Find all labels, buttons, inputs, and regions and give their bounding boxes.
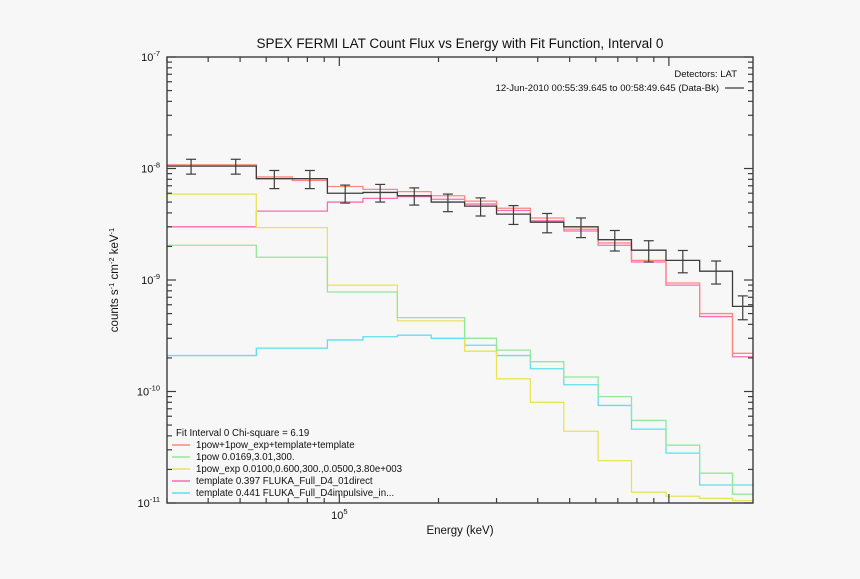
y-axis-label: counts s-1 cm-2 keV-1 — [107, 228, 121, 332]
interval-label: 12-Jun-2010 00:55:39.645 to 00:58:49.645… — [496, 83, 719, 94]
error-bar — [508, 204, 519, 226]
error-bar — [186, 158, 197, 175]
page-title: SPEX FERMI LAT Count Flux vs Energy with… — [257, 36, 664, 51]
series-line — [167, 165, 753, 308]
legend-item-label: 1pow_exp 0.0100,0.600,300.,0.0500,3.80e+… — [196, 464, 402, 475]
legend-item-label: 1pow 0.0169,3.01,300. — [196, 452, 295, 463]
x-axis-label: Energy (keV) — [426, 525, 493, 537]
error-bar — [575, 217, 586, 239]
error-bar — [375, 183, 386, 203]
legend-item-label: template 0.441 FLUKA_Full_D4impulsive_in… — [196, 488, 394, 499]
series-line — [167, 244, 753, 495]
x-tick-label: 105 — [331, 507, 347, 522]
error-bar — [609, 229, 620, 252]
error-bar — [230, 158, 241, 175]
error-bar — [677, 249, 688, 274]
error-bar — [475, 197, 486, 217]
y-tick-labels: 10-7 10-8 10-9 10-10 10-11 — [137, 49, 160, 510]
y-tick-label: 10-7 — [141, 49, 160, 64]
error-bar — [737, 295, 748, 321]
legend-item-label: template 0.397 FLUKA_Full_D4_01direct — [196, 476, 373, 487]
series-line — [167, 164, 753, 354]
y-tick-label: 10-9 — [141, 272, 160, 287]
y-tick-label: 10-8 — [141, 161, 160, 176]
error-bar — [711, 260, 722, 285]
error-bar — [304, 169, 315, 190]
error-bar — [643, 240, 654, 263]
detectors-label: Detectors: LAT — [674, 69, 737, 80]
axis-ticks — [166, 56, 753, 504]
y-tick-label: 10-11 — [137, 495, 160, 510]
error-bar — [269, 169, 280, 190]
legend: Fit Interval 0 Chi-square = 6.191pow+1po… — [172, 428, 402, 499]
plot-area — [167, 158, 753, 502]
x-tick-labels: 105 — [331, 507, 347, 522]
error-bar — [340, 184, 351, 204]
y-tick-label: 10-10 — [137, 384, 160, 399]
error-bar — [442, 193, 453, 213]
error-bar — [542, 212, 553, 234]
legend-fit-label: Fit Interval 0 Chi-square = 6.19 — [176, 428, 309, 439]
series-line — [167, 193, 753, 502]
error-bar — [409, 187, 420, 206]
legend-item-label: 1pow+1pow_exp+template+template — [196, 440, 355, 451]
